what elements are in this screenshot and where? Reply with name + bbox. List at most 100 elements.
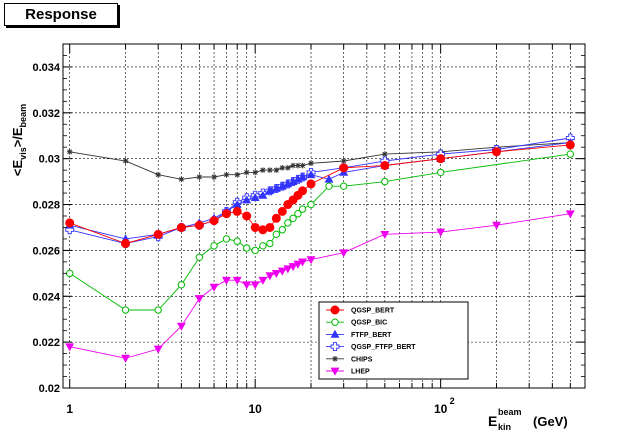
data-point-qgsp-bic	[154, 306, 162, 314]
data-point-lhep	[265, 272, 275, 281]
data-point-ftfp-bert	[306, 170, 316, 179]
data-point-chips	[211, 174, 217, 180]
data-point-chips	[273, 167, 280, 173]
data-point-lhep	[436, 228, 446, 237]
data-point-qgsp-bic	[259, 242, 267, 250]
data-point-ftfp-bert	[265, 186, 275, 195]
series-qgsp-bic	[66, 150, 575, 314]
data-point-lhep	[277, 267, 287, 276]
data-point-lhep	[258, 276, 268, 285]
data-point-qgsp-bic	[233, 237, 241, 245]
data-point-lhep	[288, 263, 298, 272]
data-point-qgsp-bert	[176, 222, 186, 232]
data-point-lhep	[232, 276, 242, 285]
data-point-lhep	[176, 322, 186, 331]
legend-marker	[332, 356, 338, 362]
data-point-ftfp-bert	[324, 174, 334, 183]
legend-label: CHIPS	[351, 356, 373, 363]
data-point-qgsp-bert	[209, 216, 219, 226]
data-point-qgsp-bic	[339, 182, 348, 190]
y-label-sub2: beam	[18, 104, 28, 128]
data-point-qgsp-bert	[242, 211, 252, 221]
data-point-chips	[279, 165, 286, 171]
data-point-ftfp-bert	[298, 172, 307, 181]
data-point-lhep	[222, 276, 231, 285]
y-tick-label: 0.034	[32, 62, 60, 74]
data-point-lhep	[293, 260, 303, 269]
data-point-qgsp-bic	[436, 168, 445, 177]
x-label-unit: (GeV)	[533, 414, 568, 429]
series-lhep	[65, 210, 575, 363]
legend-entry-qgsp-ftfp-bert: QGSP_FTFP_BERT	[326, 342, 416, 351]
legend-label: QGSP_FTFP_BERT	[351, 344, 416, 351]
x-label-main: E	[488, 413, 497, 429]
data-point-qgsp-bic	[266, 239, 274, 248]
y-tick-label: 0.022	[32, 337, 60, 349]
y-tick-label: 0.02	[39, 383, 60, 395]
chart-title: Response	[4, 3, 118, 26]
y-axis-label: <Evis>/Ebeam	[10, 104, 28, 176]
series-group	[65, 133, 575, 363]
data-point-lhep	[242, 281, 252, 290]
data-point-qgsp-bert	[277, 206, 287, 216]
data-point-chips	[308, 160, 314, 167]
data-point-qgsp-bic	[566, 150, 575, 158]
data-point-qgsp-bic	[210, 242, 218, 250]
data-point-chips	[290, 162, 296, 169]
data-point-lhep	[565, 210, 575, 219]
data-point-chips	[260, 167, 266, 173]
data-point-lhep	[271, 269, 281, 278]
legend-marker	[330, 305, 340, 315]
data-point-ftfp-bert	[258, 190, 268, 199]
data-point-lhep	[121, 354, 131, 363]
data-point-qgsp-bic	[251, 246, 259, 255]
data-point-qgsp-bic	[66, 269, 74, 278]
x-tick-label: 10	[434, 402, 448, 416]
data-point-qgsp-bic	[381, 177, 389, 186]
data-point-lhep	[153, 345, 163, 354]
data-point-lhep	[194, 295, 204, 304]
data-point-chips	[252, 169, 258, 176]
data-point-chips	[223, 171, 230, 178]
data-point-qgsp-bic	[278, 226, 286, 234]
data-point-qgsp-bert	[306, 179, 316, 189]
data-point-qgsp-bert	[380, 161, 390, 171]
series-chips	[66, 139, 574, 183]
data-point-qgsp-bic	[195, 253, 204, 261]
legend-box	[318, 301, 469, 380]
x-tick-label: 10	[249, 402, 263, 416]
y-tick-label: 0.03	[39, 154, 60, 166]
data-point-ftfp-bert	[250, 193, 260, 202]
data-point-chips	[196, 174, 203, 180]
data-point-qgsp-bert	[436, 154, 446, 164]
x-label-sup: beam	[498, 407, 522, 417]
data-point-lhep	[380, 230, 390, 239]
data-point-lhep	[209, 283, 219, 292]
data-point-chips	[178, 176, 185, 183]
data-point-lhep	[298, 258, 307, 267]
data-point-qgsp-bert	[194, 220, 204, 230]
legend-label: QGSP_BIC	[351, 320, 387, 327]
data-point-chips	[66, 148, 73, 155]
data-point-chips	[234, 171, 241, 178]
data-point-chips	[155, 171, 162, 178]
data-point-qgsp-bic	[289, 214, 297, 222]
data-point-lhep	[306, 256, 316, 265]
data-point-ftfp-bert	[242, 195, 252, 204]
series-qgsp-bert	[65, 140, 575, 249]
data-point-qgsp-bert	[298, 186, 308, 196]
data-point-qgsp-bic	[222, 235, 231, 243]
data-point-lhep	[65, 343, 75, 352]
data-point-lhep	[339, 249, 349, 258]
legend-label: LHEP	[351, 369, 370, 376]
data-point-qgsp-bic	[177, 281, 186, 289]
data-point-ftfp-bert	[277, 181, 287, 190]
x-label-sub: kin	[498, 422, 511, 432]
legend-entry-qgsp-bic: QGSP_BIC	[326, 318, 387, 327]
data-point-qgsp-bert	[339, 163, 349, 173]
data-point-chips	[382, 151, 388, 157]
data-point-qgsp-bic	[325, 182, 333, 190]
axes: 0.02 0.022 0.024 0.026 0.028 0.03 0.032 0.034 1 1…	[32, 43, 586, 416]
data-point-lhep	[250, 281, 260, 290]
